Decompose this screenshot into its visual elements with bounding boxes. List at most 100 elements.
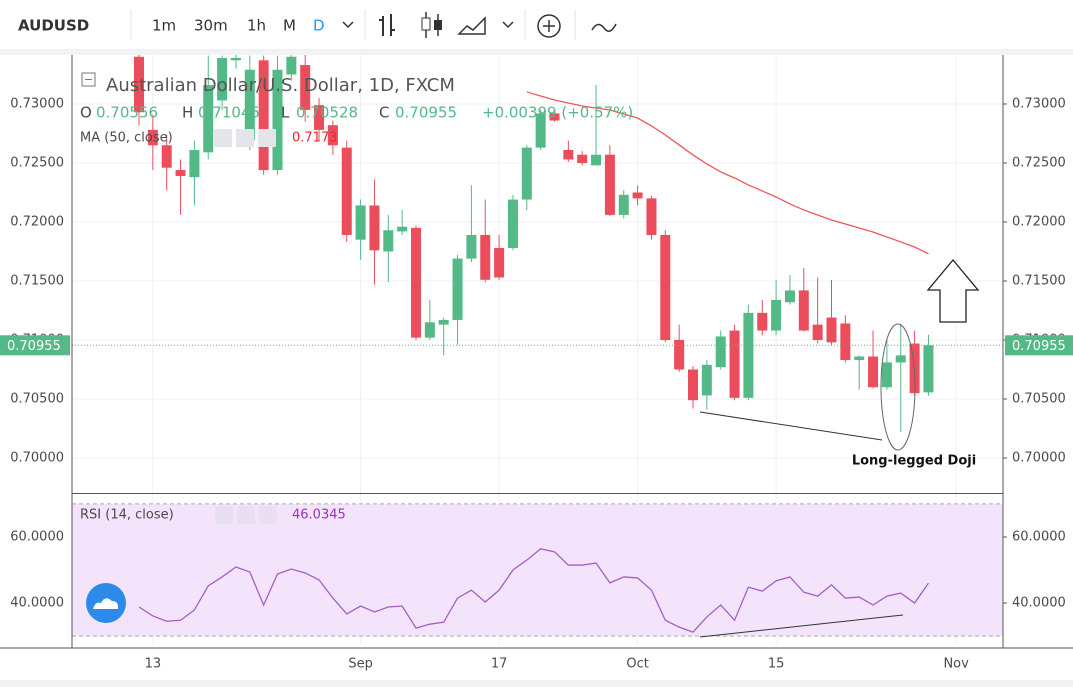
- gap: [0, 51, 1073, 55]
- y-tick-label: 0.70000: [10, 451, 64, 466]
- candles-icon[interactable]: [421, 17, 431, 31]
- bars-icon[interactable]: [379, 14, 395, 36]
- candle-body: [314, 105, 325, 130]
- candle-body: [826, 317, 837, 343]
- candle-body: [424, 322, 435, 338]
- settings-icon[interactable]: [236, 129, 254, 147]
- x-tick-label: Sep: [348, 657, 373, 672]
- x-tick-label: Oct: [626, 657, 648, 672]
- candle-body: [203, 85, 214, 153]
- y-tick-label: 0.73000: [10, 96, 64, 111]
- close-icon[interactable]: [258, 129, 276, 147]
- x-tick-label: 13: [145, 657, 162, 672]
- y-tick-label: 0.70500: [1012, 392, 1066, 407]
- candle-body: [688, 369, 698, 401]
- last-price-box: [1005, 335, 1073, 356]
- overlay: Long-legged Doji Australian Dollar/U.S. …: [0, 55, 1073, 687]
- up-arrow: [926, 258, 980, 323]
- y-tick-label: 0.70000: [1012, 451, 1066, 466]
- y-tick-label: 40.0000: [1012, 596, 1066, 611]
- candle-body: [355, 205, 366, 240]
- y-tick-label: 0.70500: [10, 392, 64, 407]
- candle-body: [258, 60, 269, 171]
- rsi-band: [72, 503, 1003, 637]
- area-icon[interactable]: [457, 16, 486, 35]
- axes: 0.700000.700000.705000.705000.710000.710…: [0, 55, 1073, 672]
- candle-body: [660, 234, 671, 340]
- dropdown-icon[interactable]: [502, 21, 514, 29]
- interval[interactable]: 1h: [247, 17, 266, 35]
- candle-body: [521, 147, 532, 200]
- candle-body: [729, 330, 740, 398]
- candle-body: [895, 355, 906, 363]
- last-price-label: 0.70955: [7, 339, 61, 354]
- y-tick-label: 0.72000: [1012, 214, 1066, 229]
- dropdown-icon[interactable]: [342, 21, 354, 29]
- interval[interactable]: 1m: [152, 17, 176, 35]
- candle-body: [327, 125, 338, 146]
- candle-body: [604, 154, 615, 215]
- ohlc-label: L: [281, 104, 290, 122]
- candle-body: [812, 324, 823, 340]
- candle-body: [577, 154, 588, 163]
- candle-body: [411, 227, 421, 338]
- bottom-strip: [0, 680, 1073, 687]
- candle-body: [771, 299, 782, 331]
- candle-body: [674, 340, 685, 370]
- candle-body: [757, 312, 768, 331]
- trend-line: [699, 614, 904, 638]
- collapse-icon[interactable]: [81, 72, 96, 87]
- settings-icon[interactable]: [237, 506, 255, 524]
- change: +0.00399 (+0.57%): [482, 104, 633, 122]
- add-indicator-icon[interactable]: [543, 20, 555, 32]
- y-tick-label: 0.71500: [10, 273, 64, 288]
- interval[interactable]: 30m: [194, 17, 228, 35]
- ohlc-label: O: [80, 104, 92, 122]
- candle-body: [854, 356, 865, 361]
- symbol[interactable]: AUDUSD: [18, 17, 89, 35]
- candle-body: [549, 113, 560, 121]
- candle-body: [563, 150, 574, 160]
- add-indicator-icon[interactable]: [537, 14, 561, 38]
- candle-body: [397, 226, 408, 232]
- candle-body: [840, 323, 851, 361]
- x-tick-label: 17: [491, 657, 508, 672]
- eye-icon[interactable]: [215, 506, 233, 524]
- ohlc-value: 0.70955: [395, 104, 457, 122]
- candle-body: [217, 57, 228, 101]
- y-tick-label: 0.73000: [1012, 96, 1066, 111]
- candle-body: [618, 194, 629, 215]
- trend-line: [699, 411, 883, 441]
- close-icon[interactable]: [259, 506, 277, 524]
- logo[interactable]: [93, 598, 119, 609]
- eye-icon[interactable]: [214, 129, 232, 147]
- candle-body: [784, 290, 795, 303]
- candle-body: [147, 129, 158, 146]
- rsi-label: RSI (14, close): [80, 508, 174, 523]
- interval-active[interactable]: D: [313, 17, 325, 35]
- candle-body: [701, 364, 712, 396]
- candle-body: [438, 319, 449, 325]
- ohlc-value: 0.70556: [96, 104, 158, 122]
- ohlc-value: 0.70528: [296, 104, 358, 122]
- interval[interactable]: M: [283, 17, 296, 35]
- candles-icon[interactable]: [434, 20, 442, 30]
- candle-body: [868, 356, 879, 388]
- candle-body: [134, 56, 144, 113]
- annotation: Long-legged Doji: [852, 454, 976, 469]
- ohlc-label: H: [182, 104, 193, 122]
- toolbar-bg: [0, 0, 1073, 50]
- y-tick-label: 60.0000: [1012, 529, 1066, 544]
- last-price-label: 0.70955: [1012, 339, 1066, 354]
- y-tick-label: 40.0000: [10, 596, 64, 611]
- ma-value: 0.7173: [292, 131, 338, 146]
- price-pane: [72, 55, 1003, 433]
- candle-body: [286, 56, 297, 75]
- candle-body: [300, 65, 311, 110]
- candle-body: [632, 192, 643, 199]
- candle-body: [743, 312, 754, 398]
- compare-icon[interactable]: [591, 23, 617, 32]
- candle-body: [646, 198, 657, 235]
- rsi-line: [138, 548, 929, 633]
- candle-body: [189, 150, 200, 178]
